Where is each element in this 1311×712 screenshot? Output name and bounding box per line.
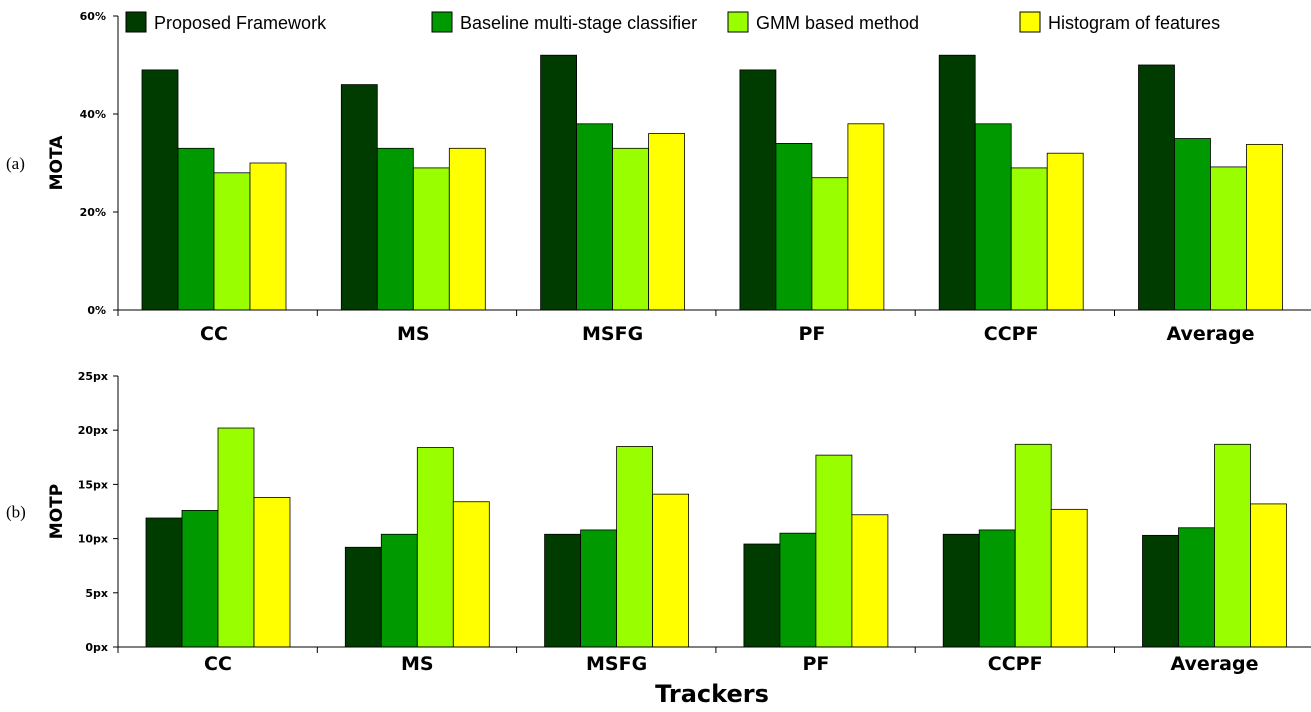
y-axis-title: MOTP <box>47 484 67 539</box>
bar-motp-2-1 <box>580 529 617 648</box>
legend-swatch-0 <box>125 11 147 33</box>
bar-mota-4-0 <box>938 54 976 311</box>
bar-mota-1-2 <box>412 167 450 311</box>
x-axis-title: Trackers <box>655 680 769 708</box>
bar-motp-5-1 <box>1178 527 1215 648</box>
bar-mota-0-0 <box>141 69 179 311</box>
panel-label: (b) <box>6 503 26 522</box>
y-tick-label: 20px <box>78 424 108 437</box>
x-tick-label: MSFG <box>586 653 647 675</box>
bar-motp-3-3 <box>851 514 889 648</box>
motp-chart: 0px 5px 10px 15px 20px 25px CC MS MSFG PF CCPF Aver… <box>6 370 1311 675</box>
bar-mota-1-0 <box>340 84 378 311</box>
bar-motp-5-2 <box>1214 443 1251 648</box>
bar-motp-1-3 <box>452 501 490 648</box>
legend: Proposed Framework Baseline multi-stage c… <box>125 11 1220 33</box>
y-tick-label: 60% <box>80 10 106 23</box>
y-tick-label: 15px <box>78 478 108 491</box>
bar-motp-0-3 <box>253 497 291 648</box>
bar-motp-0-0 <box>145 517 183 648</box>
panel-label: (a) <box>6 154 25 173</box>
bar-motp-2-3 <box>652 493 689 648</box>
bar-motp-4-1 <box>978 529 1016 648</box>
bar-mota-0-1 <box>177 147 215 311</box>
bar-mota-0-2 <box>213 172 251 311</box>
y-tick-label: 0% <box>87 304 106 317</box>
bar-motp-2-2 <box>616 446 653 648</box>
bar-motp-3-1 <box>779 532 817 648</box>
legend-label-1: Baseline multi-stage classifier <box>460 13 697 33</box>
bar-motp-3-2 <box>815 454 853 648</box>
bar-mota-1-3 <box>448 147 486 311</box>
x-tick-label: PF <box>798 323 825 345</box>
bar-mota-2-1 <box>576 123 613 311</box>
bar-mota-5-3 <box>1246 143 1283 311</box>
x-tick-label: PF <box>802 653 829 675</box>
bar-mota-5-0 <box>1138 64 1175 311</box>
bar-mota-0-3 <box>249 162 287 311</box>
legend-swatch-2 <box>727 11 749 33</box>
bar-mota-2-2 <box>612 147 649 311</box>
bar-mota-5-2 <box>1210 166 1247 311</box>
x-tick-label: CC <box>200 323 228 345</box>
bar-mota-4-1 <box>974 123 1012 311</box>
bar-motp-3-0 <box>743 543 781 648</box>
bar-motp-4-0 <box>942 533 980 648</box>
y-tick-label: 20% <box>80 206 106 219</box>
bar-motp-4-2 <box>1014 443 1052 648</box>
legend-label-0: Proposed Framework <box>154 13 327 33</box>
bar-mota-3-1 <box>775 142 813 311</box>
bar-motp-2-0 <box>544 533 581 648</box>
x-tick-label: Average <box>1167 323 1255 345</box>
x-tick-label: CCPF <box>988 653 1043 675</box>
bar-mota-3-2 <box>811 177 849 311</box>
y-axis-title: MOTA <box>47 135 67 191</box>
x-tick-label: CC <box>204 653 232 675</box>
bar-motp-4-3 <box>1050 508 1088 648</box>
bar-mota-5-1 <box>1174 138 1211 311</box>
bar-motp-1-2 <box>416 447 454 648</box>
bar-motp-5-0 <box>1142 534 1179 648</box>
bar-mota-4-3 <box>1046 152 1084 311</box>
y-tick-label: 0px <box>85 641 108 654</box>
bar-mota-3-3 <box>847 123 885 311</box>
bar-mota-2-3 <box>648 133 685 311</box>
y-tick-label: 10px <box>78 533 108 546</box>
legend-label-2: GMM based method <box>756 13 919 33</box>
bar-mota-1-1 <box>376 147 414 311</box>
legend-swatch-3 <box>1019 11 1041 33</box>
x-tick-label: MS <box>401 653 434 675</box>
y-tick-label: 25px <box>78 370 108 383</box>
bar-motp-5-3 <box>1250 503 1287 648</box>
bar-motp-1-1 <box>380 533 418 648</box>
x-tick-label: MS <box>397 323 430 345</box>
y-tick-label: 40% <box>80 108 106 121</box>
y-tick-label: 5px <box>85 587 108 600</box>
bar-mota-2-0 <box>540 54 577 311</box>
legend-label-3: Histogram of features <box>1048 13 1220 33</box>
bar-mota-4-2 <box>1010 167 1048 311</box>
bar-mota-3-0 <box>739 69 777 311</box>
x-tick-label: MSFG <box>582 323 643 345</box>
bar-motp-0-1 <box>181 510 219 648</box>
bar-motp-0-2 <box>217 427 255 648</box>
legend-swatch-1 <box>431 11 453 33</box>
x-tick-label: Average <box>1171 653 1259 675</box>
bar-motp-1-0 <box>344 546 382 648</box>
mota-chart: 0% 20% 40% 60% CC MS MSFG PF CCPF Average MOTA (a) <box>6 10 1311 345</box>
x-tick-label: CCPF <box>984 323 1039 345</box>
